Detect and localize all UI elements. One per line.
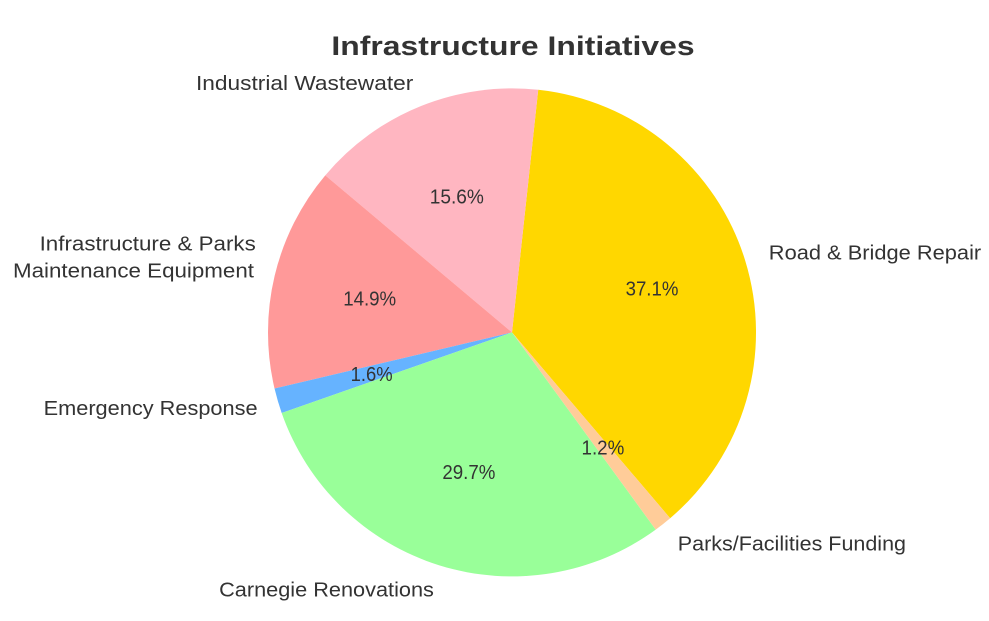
svg-text:14.9%: 14.9% [343,289,396,311]
svg-text:Infrastructure Initiatives: Infrastructure Initiatives [331,31,694,61]
svg-text:Emergency Response: Emergency Response [44,397,258,420]
svg-text:15.6%: 15.6% [430,186,484,208]
svg-text:37.1%: 37.1% [626,278,679,300]
svg-text:Industrial Wastewater: Industrial Wastewater [196,72,413,95]
svg-text:29.7%: 29.7% [442,462,495,484]
svg-text:Carnegie Renovations: Carnegie Renovations [219,578,434,601]
svg-text:Maintenance Equipment: Maintenance Equipment [13,259,254,282]
svg-text:Infrastructure & Parks: Infrastructure & Parks [40,232,256,255]
svg-text:1.6%: 1.6% [351,364,393,386]
svg-text:Parks/Facilities Funding: Parks/Facilities Funding [678,532,906,555]
svg-text:Road & Bridge Repair: Road & Bridge Repair [769,242,982,265]
svg-text:1.2%: 1.2% [582,438,625,460]
